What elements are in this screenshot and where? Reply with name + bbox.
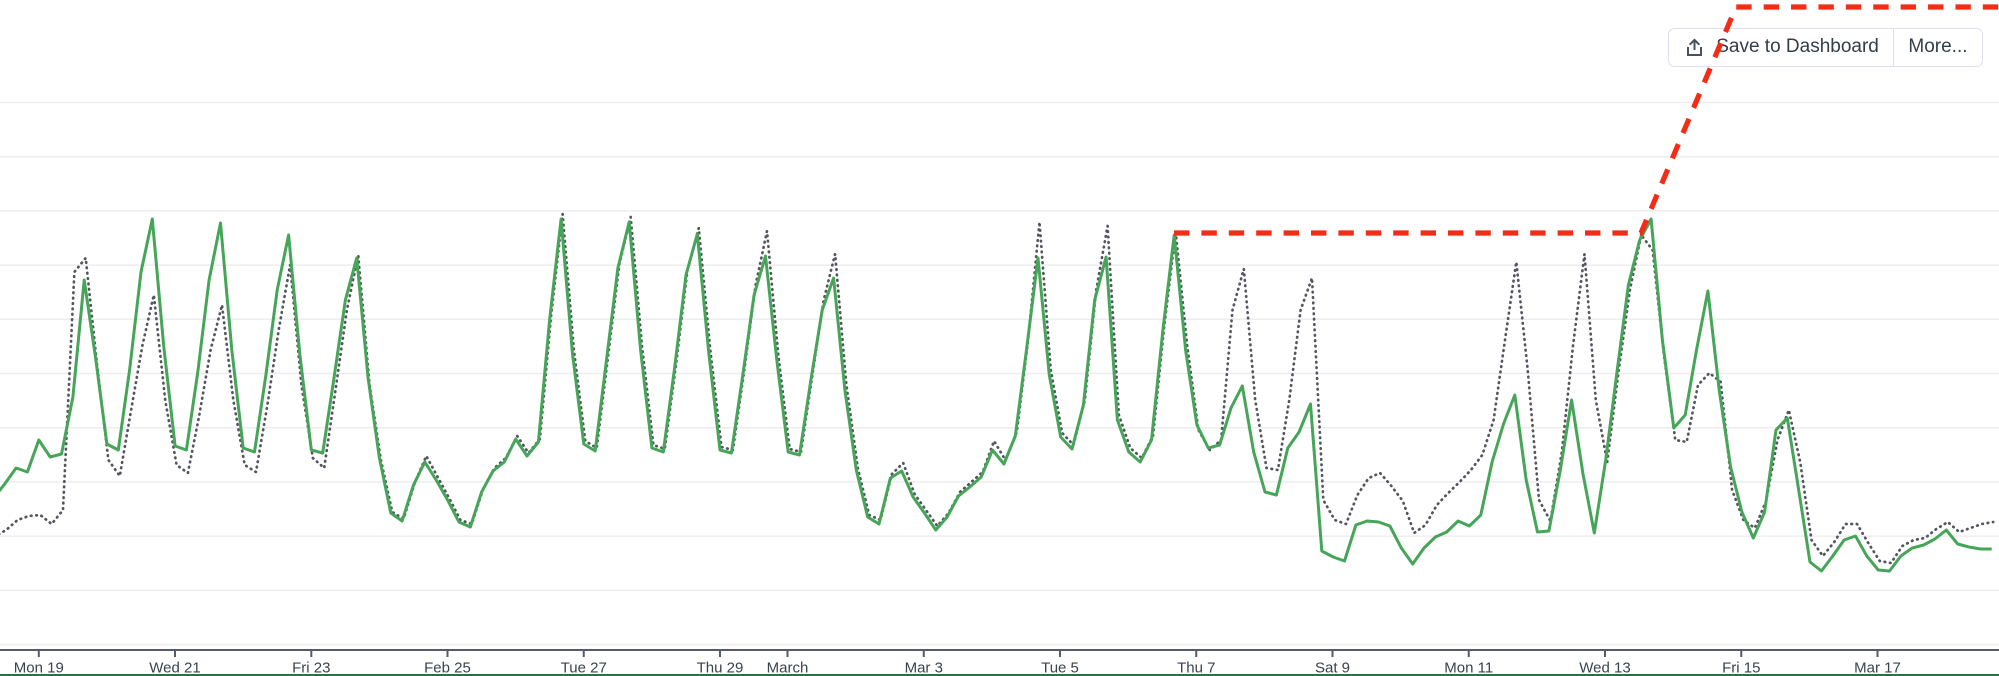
- svg-text:Mar 3: Mar 3: [905, 660, 943, 676]
- svg-text:Tue 27: Tue 27: [561, 660, 607, 676]
- svg-text:Fri 23: Fri 23: [292, 660, 330, 676]
- svg-text:Feb 25: Feb 25: [424, 660, 471, 676]
- svg-text:Mar 17: Mar 17: [1854, 660, 1901, 676]
- svg-text:Fri 15: Fri 15: [1722, 660, 1760, 676]
- svg-text:Thu 29: Thu 29: [697, 660, 744, 676]
- svg-text:Tue 5: Tue 5: [1041, 660, 1079, 676]
- svg-text:Wed 13: Wed 13: [1579, 660, 1630, 676]
- svg-text:March: March: [767, 660, 809, 676]
- svg-text:Sat 9: Sat 9: [1315, 660, 1350, 676]
- svg-text:Thu 7: Thu 7: [1177, 660, 1215, 676]
- svg-text:Wed 21: Wed 21: [149, 660, 200, 676]
- svg-text:Mon 19: Mon 19: [14, 660, 64, 676]
- svg-text:Mon 11: Mon 11: [1444, 660, 1493, 676]
